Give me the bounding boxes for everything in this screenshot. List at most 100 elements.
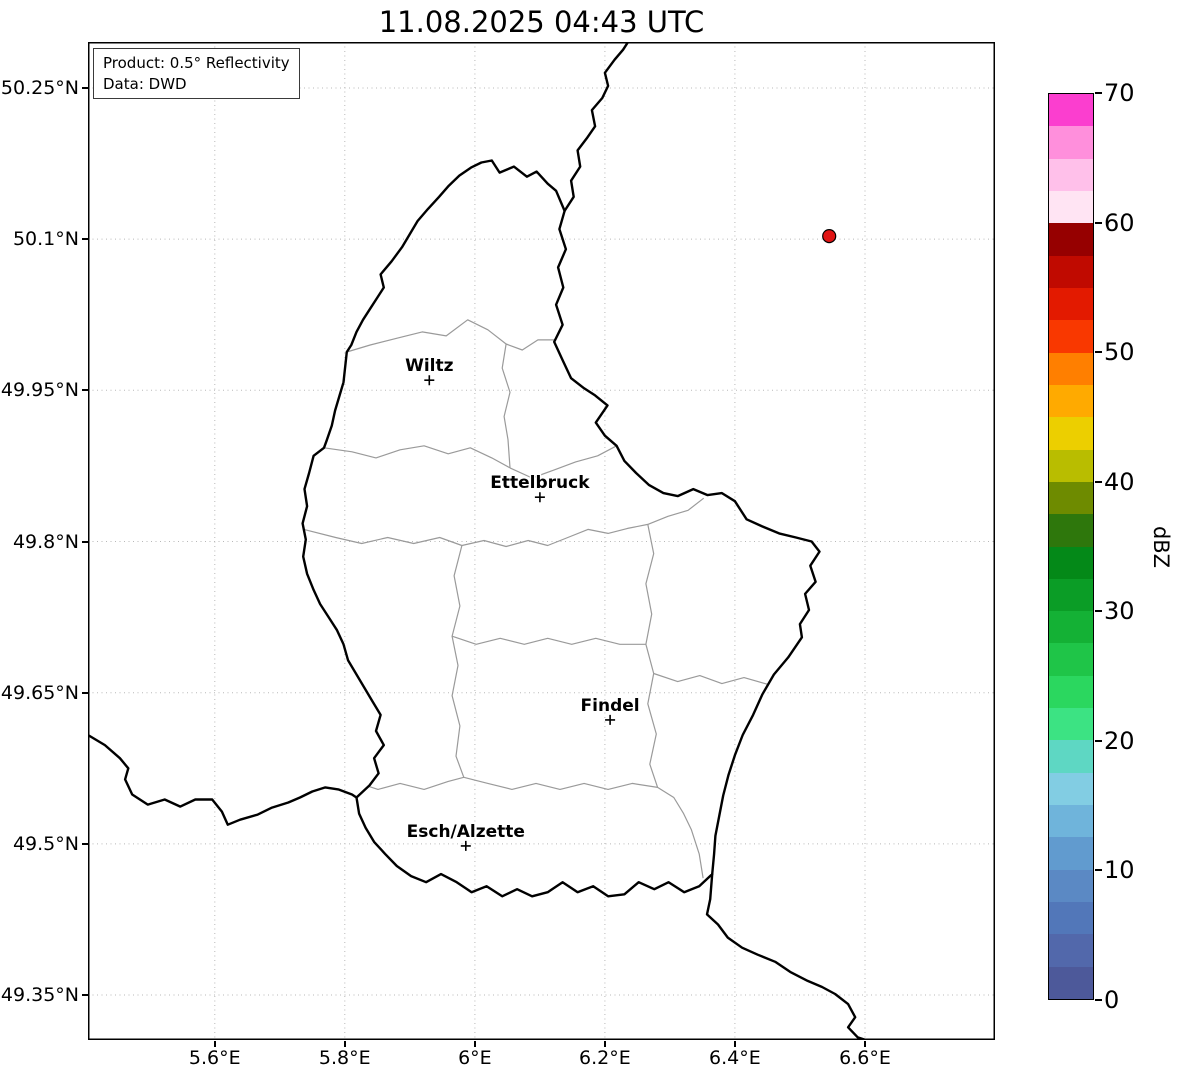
x-tick-mark: [864, 1041, 866, 1047]
city-label: Wiltz: [405, 356, 454, 376]
colorbar-tick-label: 10: [1104, 856, 1135, 885]
city-marker: [605, 714, 616, 725]
x-tick-mark: [733, 1041, 736, 1047]
district-border: [346, 319, 557, 353]
neighbor-country-border: [705, 872, 870, 1040]
colorbar-tick-mark: [1095, 480, 1102, 483]
colorbar-segment: [1049, 416, 1093, 450]
colorbar-tick-label: 40: [1104, 467, 1135, 496]
info-data-source-line: Data: DWD: [103, 74, 187, 93]
colorbar-segment: [1049, 545, 1093, 579]
district-border: [653, 672, 769, 686]
colorbar-tick-label: 20: [1104, 726, 1135, 755]
radar-echo-dot: [822, 229, 837, 244]
x-tick-mark: [213, 1041, 216, 1047]
colorbar-tick-mark: [1095, 221, 1102, 224]
y-tick-label: 50.25°N: [0, 77, 79, 99]
city-label: Findel: [581, 696, 640, 716]
colorbar-segment: [1049, 933, 1093, 967]
y-tick-mark: [82, 691, 88, 694]
colorbar-tick-mark: [1095, 92, 1102, 94]
colorbar-segment: [1049, 771, 1093, 806]
y-tick-label: 49.35°N: [0, 984, 79, 1006]
info-product-line: Product: 0.5° Reflectivity: [103, 54, 290, 72]
y-tick-mark: [82, 238, 88, 241]
plot-frame: [88, 42, 995, 1040]
x-tick-label: 5.6°E: [188, 1047, 241, 1069]
y-tick-mark: [82, 994, 88, 996]
y-tick-label: 49.95°N: [0, 379, 79, 402]
colorbar-tick-mark: [1095, 869, 1102, 872]
colorbar-segment: [1049, 351, 1093, 385]
colorbar-segment: [1049, 836, 1093, 870]
colorbar-tick-label: 60: [1104, 208, 1135, 237]
colorbar-segment: [1049, 513, 1093, 547]
colorbar: [1048, 93, 1094, 1000]
colorbar-tick-mark: [1095, 610, 1102, 613]
district-border: [645, 524, 659, 788]
colorbar-segment: [1049, 868, 1093, 903]
colorbar-segment: [1049, 157, 1093, 191]
x-tick-mark: [343, 1041, 346, 1047]
colorbar-unit-label: dBZ: [1149, 525, 1173, 569]
y-tick-mark: [82, 842, 88, 845]
y-tick-label: 50.1°N: [12, 228, 79, 251]
x-tick-label: 6.4°E: [709, 1047, 761, 1069]
colorbar-segment: [1049, 707, 1093, 741]
y-tick-mark: [82, 87, 88, 89]
colorbar-segment: [1049, 254, 1093, 288]
city-marker: [534, 492, 545, 503]
colorbar-segment: [1049, 578, 1093, 612]
colorbar-tick-label: 30: [1104, 597, 1135, 626]
colorbar-segment: [1049, 94, 1093, 127]
neighbor-country-border: [563, 42, 630, 213]
colorbar-segment: [1049, 448, 1093, 482]
district-border: [451, 635, 646, 645]
city-label: Esch/Alzette: [407, 822, 525, 842]
y-tick-mark: [82, 540, 88, 543]
colorbar-segment: [1049, 804, 1093, 838]
y-tick-mark: [82, 389, 88, 392]
city-marker: [460, 840, 471, 851]
luxembourg-border: [301, 159, 821, 898]
x-tick-mark: [473, 1041, 476, 1047]
colorbar-segment: [1049, 965, 1093, 999]
district-border: [303, 497, 705, 548]
x-tick-label: 5.8°E: [318, 1047, 371, 1069]
colorbar-segment: [1049, 675, 1093, 709]
y-tick-label: 49.5°N: [12, 832, 79, 855]
district-border: [368, 776, 704, 879]
district-border: [509, 445, 617, 479]
colorbar-segment: [1049, 642, 1093, 676]
colorbar-segment: [1049, 190, 1093, 224]
y-tick-label: 49.8°N: [12, 530, 79, 553]
city-label: Ettelbruck: [490, 473, 590, 493]
colorbar-tick-mark: [1095, 739, 1102, 742]
district-border: [323, 445, 511, 469]
colorbar-segment: [1049, 287, 1093, 321]
colorbar-segment: [1049, 125, 1093, 159]
district-border: [501, 343, 511, 468]
colorbar-segment: [1049, 739, 1093, 773]
x-tick-mark: [603, 1041, 606, 1047]
colorbar-segment: [1049, 222, 1093, 256]
district-border: [451, 545, 465, 778]
colorbar-tick-label: 0: [1104, 986, 1120, 1014]
colorbar-tick-label: 50: [1104, 338, 1135, 367]
x-tick-label: 6.2°E: [579, 1047, 631, 1069]
colorbar-segment: [1049, 481, 1093, 515]
colorbar-segment: [1049, 610, 1093, 644]
x-tick-label: 6.6°E: [839, 1047, 891, 1069]
colorbar-segment: [1049, 319, 1093, 353]
colorbar-tick-mark: [1095, 999, 1102, 1001]
map-plot: Wiltz Ettelbruck Findel Esch/Alzette: [88, 42, 995, 1040]
colorbar-tick-label: 70: [1104, 79, 1135, 107]
colorbar-segment: [1049, 901, 1093, 935]
colorbar-tick-mark: [1095, 351, 1102, 354]
colorbar-segment: [1049, 384, 1093, 418]
info-box: Product: 0.5° Reflectivity Data: DWD: [93, 48, 300, 100]
y-tick-label: 49.65°N: [0, 681, 79, 704]
neighbor-country-border: [88, 733, 358, 826]
figure-title: 11.08.2025 04:43 UTC: [378, 5, 705, 39]
